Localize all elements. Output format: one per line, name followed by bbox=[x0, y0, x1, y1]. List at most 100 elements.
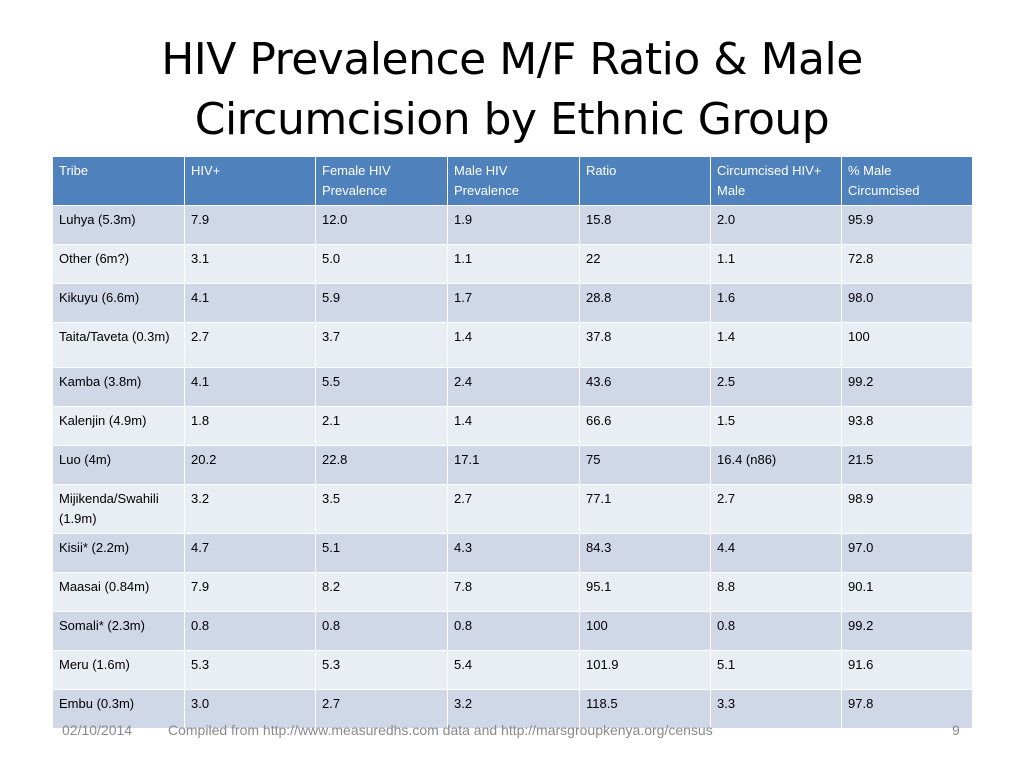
cell-tribe: Kamba (3.8m) bbox=[52, 367, 185, 407]
cell-female-prevalence: 5.3 bbox=[315, 650, 448, 690]
table-row: Other (6m?) 3.1 5.0 1.1 22 1.1 72.8 bbox=[52, 244, 973, 284]
cell-male-prevalence: 2.7 bbox=[447, 484, 580, 534]
cell-hiv-positive: 3.2 bbox=[184, 484, 316, 534]
cell-female-prevalence: 22.8 bbox=[315, 445, 448, 485]
cell-ratio: 66.6 bbox=[579, 406, 711, 446]
cell-tribe: Meru (1.6m) bbox=[52, 650, 185, 690]
cell-hiv-positive: 4.1 bbox=[184, 367, 316, 407]
header-ratio: Ratio bbox=[579, 156, 711, 206]
cell-circumcised-hiv-male: 4.4 bbox=[710, 533, 842, 573]
cell-hiv-positive: 4.1 bbox=[184, 283, 316, 323]
cell-percent-circumcised: 21.5 bbox=[841, 445, 973, 485]
cell-hiv-positive: 7.9 bbox=[184, 205, 316, 245]
table-row: Luo (4m) 20.2 22.8 17.1 75 16.4 (n86) 21… bbox=[52, 445, 973, 485]
slide-title: HIV Prevalence M/F Ratio & Male Circumci… bbox=[60, 30, 964, 150]
cell-ratio: 75 bbox=[579, 445, 711, 485]
cell-female-prevalence: 5.1 bbox=[315, 533, 448, 573]
cell-circumcised-hiv-male: 1.4 bbox=[710, 322, 842, 368]
cell-tribe: Taita/Taveta (0.3m) bbox=[52, 322, 185, 368]
cell-hiv-positive: 7.9 bbox=[184, 572, 316, 612]
cell-percent-circumcised: 95.9 bbox=[841, 205, 973, 245]
cell-male-prevalence: 1.4 bbox=[447, 406, 580, 446]
cell-circumcised-hiv-male: 2.7 bbox=[710, 484, 842, 534]
cell-percent-circumcised: 93.8 bbox=[841, 406, 973, 446]
ethnic-group-table: Tribe HIV+ Female HIV Prevalence Male HI… bbox=[52, 156, 973, 729]
cell-male-prevalence: 3.2 bbox=[447, 689, 580, 729]
cell-percent-circumcised: 100 bbox=[841, 322, 973, 368]
cell-ratio: 28.8 bbox=[579, 283, 711, 323]
cell-tribe: Maasai (0.84m) bbox=[52, 572, 185, 612]
cell-tribe: Other (6m?) bbox=[52, 244, 185, 284]
header-hiv-positive: HIV+ bbox=[184, 156, 316, 206]
cell-tribe: Mijikenda/Swahili (1.9m) bbox=[52, 484, 185, 534]
cell-hiv-positive: 20.2 bbox=[184, 445, 316, 485]
cell-percent-circumcised: 97.0 bbox=[841, 533, 973, 573]
header-circumcised-hiv-male: Circumcised HIV+ Male bbox=[710, 156, 842, 206]
cell-tribe: Somali* (2.3m) bbox=[52, 611, 185, 651]
cell-female-prevalence: 5.5 bbox=[315, 367, 448, 407]
cell-ratio: 15.8 bbox=[579, 205, 711, 245]
cell-tribe: Embu (0.3m) bbox=[52, 689, 185, 729]
cell-male-prevalence: 5.4 bbox=[447, 650, 580, 690]
cell-female-prevalence: 3.5 bbox=[315, 484, 448, 534]
table-row: Meru (1.6m) 5.3 5.3 5.4 101.9 5.1 91.6 bbox=[52, 650, 973, 690]
header-female-hiv-prevalence: Female HIV Prevalence bbox=[315, 156, 448, 206]
table-row: Maasai (0.84m) 7.9 8.2 7.8 95.1 8.8 90.1 bbox=[52, 572, 973, 612]
table-row: Kalenjin (4.9m) 1.8 2.1 1.4 66.6 1.5 93.… bbox=[52, 406, 973, 446]
cell-ratio: 95.1 bbox=[579, 572, 711, 612]
cell-ratio: 84.3 bbox=[579, 533, 711, 573]
cell-female-prevalence: 3.7 bbox=[315, 322, 448, 368]
table-row: Kamba (3.8m) 4.1 5.5 2.4 43.6 2.5 99.2 bbox=[52, 367, 973, 407]
table-row: Somali* (2.3m) 0.8 0.8 0.8 100 0.8 99.2 bbox=[52, 611, 973, 651]
cell-female-prevalence: 12.0 bbox=[315, 205, 448, 245]
cell-circumcised-hiv-male: 16.4 (n86) bbox=[710, 445, 842, 485]
cell-percent-circumcised: 72.8 bbox=[841, 244, 973, 284]
cell-female-prevalence: 2.7 bbox=[315, 689, 448, 729]
cell-female-prevalence: 2.1 bbox=[315, 406, 448, 446]
table-header-row: Tribe HIV+ Female HIV Prevalence Male HI… bbox=[52, 156, 973, 206]
cell-circumcised-hiv-male: 8.8 bbox=[710, 572, 842, 612]
cell-hiv-positive: 1.8 bbox=[184, 406, 316, 446]
cell-tribe: Kalenjin (4.9m) bbox=[52, 406, 185, 446]
table-row: Kisii* (2.2m) 4.7 5.1 4.3 84.3 4.4 97.0 bbox=[52, 533, 973, 573]
header-male-hiv-prevalence: Male HIV Prevalence bbox=[447, 156, 580, 206]
footer-date: 02/10/2014 bbox=[62, 722, 133, 738]
cell-circumcised-hiv-male: 1.1 bbox=[710, 244, 842, 284]
cell-circumcised-hiv-male: 3.3 bbox=[710, 689, 842, 729]
header-percent-male-circumcised: % Male Circumcised bbox=[841, 156, 973, 206]
cell-ratio: 43.6 bbox=[579, 367, 711, 407]
header-tribe: Tribe bbox=[52, 156, 185, 206]
cell-circumcised-hiv-male: 2.0 bbox=[710, 205, 842, 245]
cell-circumcised-hiv-male: 1.5 bbox=[710, 406, 842, 446]
table-row: Kikuyu (6.6m) 4.1 5.9 1.7 28.8 1.6 98.0 bbox=[52, 283, 973, 323]
table-row: Embu (0.3m) 3.0 2.7 3.2 118.5 3.3 97.8 bbox=[52, 689, 973, 729]
slide-title-line-2: Circumcision by Ethnic Group bbox=[194, 94, 830, 145]
cell-ratio: 77.1 bbox=[579, 484, 711, 534]
table-row: Luhya (5.3m) 7.9 12.0 1.9 15.8 2.0 95.9 bbox=[52, 205, 973, 245]
cell-ratio: 100 bbox=[579, 611, 711, 651]
cell-male-prevalence: 2.4 bbox=[447, 367, 580, 407]
cell-percent-circumcised: 91.6 bbox=[841, 650, 973, 690]
cell-percent-circumcised: 97.8 bbox=[841, 689, 973, 729]
cell-tribe: Luo (4m) bbox=[52, 445, 185, 485]
cell-circumcised-hiv-male: 1.6 bbox=[710, 283, 842, 323]
cell-ratio: 118.5 bbox=[579, 689, 711, 729]
cell-percent-circumcised: 98.9 bbox=[841, 484, 973, 534]
cell-percent-circumcised: 99.2 bbox=[841, 367, 973, 407]
cell-percent-circumcised: 98.0 bbox=[841, 283, 973, 323]
cell-percent-circumcised: 99.2 bbox=[841, 611, 973, 651]
cell-ratio: 37.8 bbox=[579, 322, 711, 368]
cell-circumcised-hiv-male: 2.5 bbox=[710, 367, 842, 407]
cell-hiv-positive: 5.3 bbox=[184, 650, 316, 690]
cell-male-prevalence: 17.1 bbox=[447, 445, 580, 485]
cell-tribe: Kisii* (2.2m) bbox=[52, 533, 185, 573]
slide-title-line-1: HIV Prevalence M/F Ratio & Male bbox=[161, 34, 863, 85]
cell-percent-circumcised: 90.1 bbox=[841, 572, 973, 612]
cell-tribe: Kikuyu (6.6m) bbox=[52, 283, 185, 323]
table-row: Taita/Taveta (0.3m) 2.7 3.7 1.4 37.8 1.4… bbox=[52, 322, 973, 368]
cell-hiv-positive: 2.7 bbox=[184, 322, 316, 368]
cell-male-prevalence: 7.8 bbox=[447, 572, 580, 612]
cell-female-prevalence: 0.8 bbox=[315, 611, 448, 651]
slide-number: 9 bbox=[952, 722, 960, 738]
